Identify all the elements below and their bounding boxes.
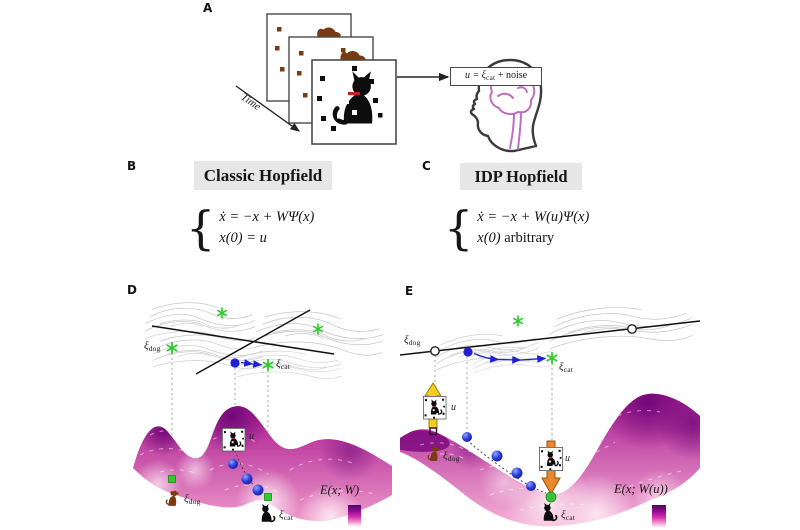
state-ball: [228, 459, 238, 469]
xi-dog-label-contour-e: ξdog: [404, 334, 421, 347]
stimulus-eq-rhs: + noise: [495, 70, 528, 81]
cat-subscript: cat: [565, 513, 576, 522]
cat-subscript: cat: [280, 362, 291, 371]
classic-hopfield-title: Classic Hopfield: [194, 161, 332, 190]
equation-brace: {: [186, 201, 216, 255]
state-ball: [462, 432, 472, 442]
xi-symbol: ξ: [279, 509, 284, 521]
xi-cat-label-contour-d: ξcat: [276, 358, 290, 371]
trajectory-arrow: [473, 352, 500, 363]
dog-subscript: dog: [447, 454, 460, 463]
equation-brace: {: [444, 201, 474, 255]
energy-surface-e-shading: [400, 393, 700, 527]
energy-label-d: E(x; W): [320, 483, 360, 497]
noisy-cat-thumbnail: [222, 428, 245, 451]
state-ball: [252, 484, 264, 496]
stimulus-frame-front: [311, 59, 397, 145]
xi-cat-label-contour-e: ξcat: [559, 361, 573, 374]
attractor-line: [399, 320, 701, 356]
dog-subscript: dog: [148, 344, 161, 353]
idp-eq-line2: x(0) arbitrary: [477, 228, 589, 249]
trajectory-arrow: [240, 359, 254, 367]
separatrix-line-1: [151, 325, 335, 355]
time-arrow: [235, 85, 301, 132]
panel-e-graphics: [399, 300, 701, 527]
noisy-cat-thumbnail: [423, 396, 446, 419]
minimum-marker-dog: [168, 475, 176, 483]
classic-eq-line1: ẋ = −x + WΨ(x): [219, 209, 315, 225]
cat-collar: [348, 92, 360, 96]
xi-dog-label-surface-e: ξdog: [443, 450, 460, 463]
line-attractor-open-circle: [627, 324, 637, 334]
idp-eq-line2-var: x(0): [477, 230, 501, 246]
energy-label-e: E(x; W(u)): [614, 482, 668, 496]
stimulus-eq-lhs: u = ξ: [464, 70, 486, 81]
noisy-cat-thumbnail: [539, 447, 562, 470]
xi-cat-label-surface-d: ξcat: [279, 509, 293, 522]
trajectory-arrow: [251, 360, 263, 368]
stimulus-equation-box: u = ξcat + noise: [450, 67, 542, 86]
xi-symbol: ξ: [144, 340, 149, 352]
xi-cat-label-surface-e: ξcat: [561, 509, 575, 522]
initial-state-dot: [230, 358, 240, 368]
panel-label-c: C: [422, 159, 431, 173]
classic-hopfield-equations: { ẋ = −x + WΨ(x) x(0) = u: [186, 205, 314, 251]
line-attractor-open-circle-dog: [430, 346, 440, 356]
xi-symbol: ξ: [276, 358, 281, 370]
u-label-min-e: u: [565, 453, 570, 464]
idp-hopfield-equations: { ẋ = −x + W(u)Ψ(x) x(0) arbitrary: [444, 205, 589, 251]
idp-eq-line2-word: arbitrary: [500, 230, 555, 246]
state-ball: [526, 481, 536, 491]
attractor-star: [512, 315, 524, 327]
colorbar-d: [348, 505, 361, 527]
minimum-marker-cat: [264, 493, 272, 501]
initial-state-dot: [463, 347, 473, 357]
xi-symbol: ξ: [184, 493, 189, 505]
idp-eq-line1: ẋ = −x + W(u)Ψ(x): [477, 209, 590, 225]
stimulus-eq-sub: cat: [485, 73, 496, 82]
panel-label-d: D: [127, 283, 137, 297]
trajectory-arrow: [497, 355, 522, 364]
xi-dog-label-surface-d: ξdog: [184, 493, 201, 506]
input-projection-square: [429, 427, 438, 436]
idp-hopfield-title: IDP Hopfield: [460, 163, 582, 190]
state-ball: [241, 473, 253, 485]
xi-dog-label-contour-d: ξdog: [144, 340, 161, 353]
panel-label-a: A: [203, 1, 213, 15]
xi-symbol: ξ: [561, 509, 566, 521]
cat-subscript: cat: [283, 513, 294, 522]
attractor-star-cat: [546, 351, 558, 365]
xi-symbol: ξ: [443, 450, 448, 462]
state-ball: [511, 467, 523, 479]
colorbar-e: [652, 505, 666, 528]
projection-lines-e: [434, 355, 553, 440]
cat-icon: [260, 502, 276, 523]
dog-subscript: dog: [408, 338, 421, 347]
panel-label-e: E: [405, 284, 414, 298]
u-label-input-e: u: [451, 402, 456, 413]
minimum-marker-cat: [545, 491, 557, 503]
dog-icon: [165, 489, 180, 507]
cat-subscript: cat: [563, 365, 574, 374]
attractor-star: [312, 323, 324, 335]
classic-eq-line2: x(0) = u: [219, 230, 267, 246]
panel-label-b: B: [127, 159, 137, 173]
dog-subscript: dog: [188, 497, 201, 506]
state-ball: [491, 450, 503, 462]
u-label-d: u: [249, 431, 254, 442]
xi-symbol: ξ: [404, 334, 409, 346]
trajectory-arrow: [519, 355, 547, 363]
separatrix-line-2: [195, 309, 311, 375]
xi-symbol: ξ: [559, 361, 564, 373]
